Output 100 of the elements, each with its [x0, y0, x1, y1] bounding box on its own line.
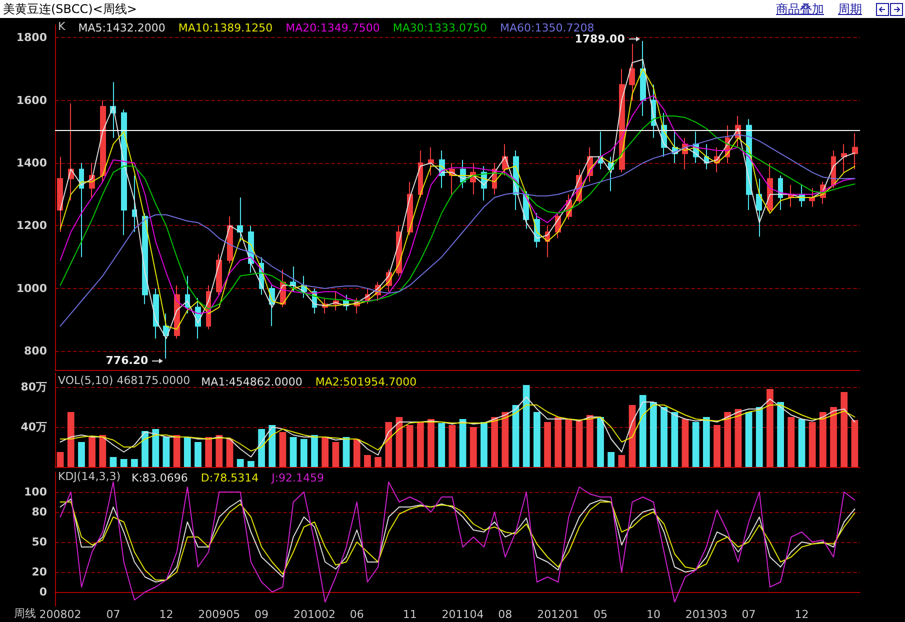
x-tick-label: 201104: [442, 608, 484, 621]
bar: [110, 457, 117, 467]
bar: [798, 419, 806, 467]
bar: [597, 417, 604, 467]
line-series: [60, 404, 856, 452]
y-tick-label: 800: [24, 344, 48, 358]
line-series: [60, 134, 856, 327]
bar: [406, 425, 414, 467]
y-tick-label: 40万: [20, 420, 47, 434]
text: MA60:1350.7208: [500, 22, 594, 34]
bar: [777, 402, 784, 467]
x-axis-title: 周线: [14, 607, 36, 620]
x-tick-label: 05: [593, 608, 608, 621]
bar: [194, 442, 202, 467]
bar: [184, 437, 191, 467]
y-tick-label: 1600: [16, 94, 48, 107]
bar: [608, 452, 615, 467]
bar: [830, 407, 837, 467]
x-tick-label: 11: [402, 608, 417, 621]
x-tick-label: 09: [254, 608, 269, 621]
bar: [216, 435, 223, 467]
text: MA1:454862.0000: [201, 376, 302, 388]
series-label: J:92.1459: [270, 472, 324, 484]
x-tick-label: 201002: [294, 608, 336, 621]
bar: [470, 427, 477, 467]
y-tick-label: 0: [39, 586, 48, 598]
bar: [279, 432, 286, 467]
bar: [416, 422, 424, 467]
bar: [290, 437, 297, 467]
bar: [56, 452, 64, 467]
bar: [364, 455, 371, 467]
y-tick-label: 80: [32, 506, 48, 518]
y-tick-label: 1000: [16, 282, 48, 295]
y-tick-label: 20: [32, 566, 48, 578]
bar: [67, 412, 74, 467]
x-tick-label: 201201: [537, 608, 580, 621]
text: MA10:1389.1250: [178, 22, 273, 34]
candlestick: [428, 146, 434, 176]
candlestick: [809, 188, 815, 208]
bar: [576, 421, 583, 467]
bar: [459, 419, 466, 467]
bar: [808, 422, 816, 467]
bar: [311, 435, 318, 467]
bar: [682, 419, 689, 467]
candlestick: [841, 144, 847, 173]
x-tick-label: 06: [350, 608, 364, 621]
bar: [522, 385, 530, 467]
bar: [342, 437, 350, 467]
bar: [448, 425, 456, 467]
x-tick-label: 12: [159, 608, 174, 621]
bar: [131, 459, 138, 467]
bar: [788, 417, 795, 467]
candlestick: [216, 253, 222, 296]
text: 商品叠加: [776, 0, 824, 18]
bar: [205, 437, 212, 467]
candlestick: [57, 156, 63, 232]
bar: [840, 392, 848, 467]
bar: [702, 417, 710, 467]
bar: [374, 457, 382, 467]
candlestick: [290, 266, 296, 292]
bar: [565, 419, 572, 467]
bar: [756, 407, 763, 467]
bar: [586, 415, 594, 467]
bar: [819, 412, 826, 467]
x-tick-label: 200905: [198, 608, 240, 621]
candlestick: [100, 100, 106, 182]
bar: [554, 417, 562, 467]
candlestick: [778, 175, 783, 211]
bar: [534, 412, 540, 467]
bar: [491, 417, 498, 467]
bar: [745, 412, 752, 467]
y-tick-label: 1400: [16, 156, 48, 170]
text: 周期: [838, 0, 862, 18]
chart-title: 美黄豆连(SBCC)<周线>: [3, 2, 137, 16]
x-tick-label: 200802: [39, 608, 82, 621]
bar: [385, 422, 392, 467]
candlestick: [852, 132, 858, 170]
bar: [236, 459, 244, 467]
bar: [502, 412, 509, 467]
bar: [120, 459, 128, 467]
bar: [142, 431, 148, 467]
text: MA2:501954.7000: [315, 376, 417, 388]
text: K:83.0696: [132, 472, 188, 484]
bar: [480, 422, 488, 467]
bar: [300, 439, 308, 467]
bar: [724, 412, 732, 467]
x-tick-label: 201303: [685, 608, 728, 621]
bar: [734, 409, 742, 467]
chart-title: KDJ(14,3,3): [58, 470, 120, 483]
candlestick: [153, 288, 159, 340]
bar: [258, 429, 265, 467]
bar: [78, 442, 85, 467]
candlestick: [163, 313, 169, 360]
x-tick-label: 07: [742, 608, 756, 621]
bar: [396, 417, 403, 467]
bar: [173, 435, 180, 467]
bar: [650, 402, 657, 467]
bar: [714, 425, 720, 467]
text: D:78.5314: [200, 472, 259, 484]
bar: [618, 455, 626, 467]
